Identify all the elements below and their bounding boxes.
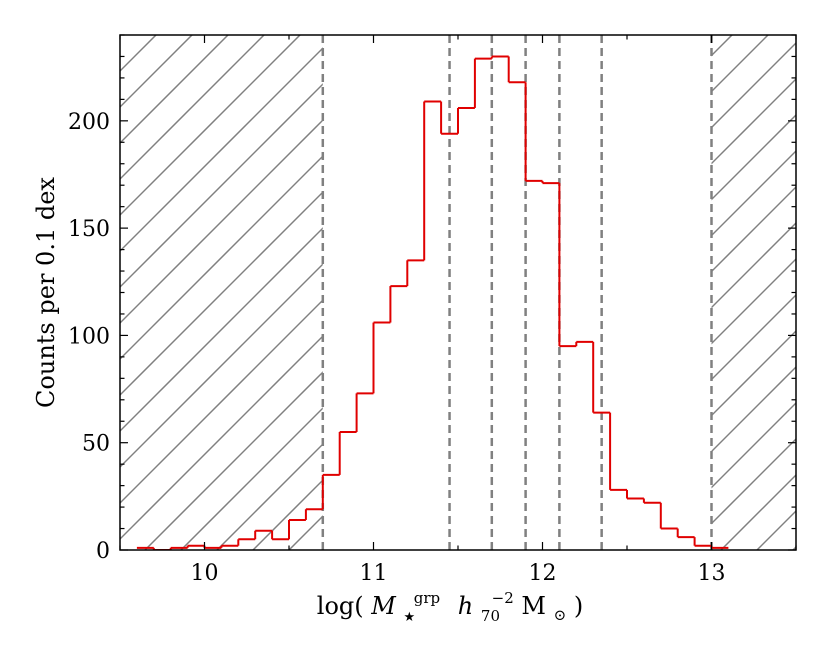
hatch-line [120,35,301,217]
x-axis-label-h: h [458,592,473,620]
x-tick-label: 12 [529,561,557,586]
hatch-line [361,35,830,550]
x-axis-label-h70: 70 [481,607,500,625]
x-axis-label-mass: M [370,592,397,620]
hatch-line [120,83,323,289]
hatch-line [711,113,796,201]
hatch-line [541,35,830,550]
hatch-line [120,227,323,433]
hatch-line [711,401,796,489]
histogram-series [136,55,729,550]
y-tick-label: 0 [96,539,110,564]
hatch-line [720,473,796,550]
y-tick-label: 50 [82,432,110,457]
x-axis-label-post: ) [574,592,583,620]
hatch-line [252,479,323,550]
x-axis-label-pre: log( [317,592,364,620]
hatch-line [649,35,830,550]
hatch-line [711,185,796,273]
x-tick-label: 13 [698,561,726,586]
hatch-line [711,35,769,93]
x-axis-label-minus2: −2 [492,589,514,607]
hatch-line [711,293,796,381]
hatch-line [120,119,323,325]
y-axis-label: Counts per 0.1 dex [32,177,60,408]
hatch-line [711,365,796,453]
hatch-line [613,35,830,550]
x-axis-label-star: ★ [403,610,415,625]
tick-labels: 10 11 12 13 0 50 100 150 200 [68,110,726,586]
x-axis-label-unit: M [521,592,546,620]
y-tick-label: 150 [68,217,110,242]
x-tick-label: 11 [360,561,388,586]
hatch-line [711,257,796,345]
hatch-line [325,35,830,550]
hatch-line [433,35,830,550]
hatch-line [180,407,323,550]
hatch-line [505,35,830,550]
hatch-line [0,35,408,550]
hatch-line [711,149,796,237]
x-axis-label: log( M ★ grp h 70 −2 M ⊙ ) [317,581,583,627]
hatch-line [120,335,323,541]
hatch-line [120,191,323,397]
hatch-line [711,77,796,165]
y-tick-label: 200 [68,110,110,135]
x-axis-label-grp: grp [414,589,440,607]
y-tick-label: 100 [68,324,110,349]
hatch-line [397,35,830,550]
hatch-line [711,221,796,309]
hatch-line [120,47,323,253]
hatch-line [469,35,830,550]
hatch-line [721,35,830,550]
hatch-line [144,371,323,550]
hatch-line [793,35,830,550]
x-tick-label: 10 [191,561,219,586]
hatch-line [120,299,323,505]
hatch-line [120,35,265,181]
hatch-line [120,35,229,145]
axis-ticks [119,34,797,551]
x-axis-label-sun: ⊙ [554,606,567,624]
hatch-line [711,41,796,129]
hatch-line [685,35,830,550]
hatch-line [711,437,796,525]
hatch-line [792,545,796,550]
hatch-line [216,443,323,550]
hatch-line [120,155,323,361]
threshold-lines [321,35,713,550]
